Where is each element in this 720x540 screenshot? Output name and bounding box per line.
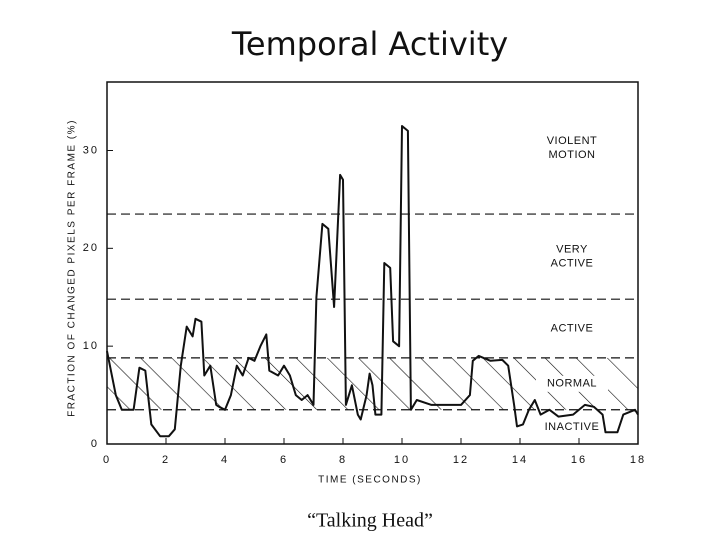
caption: “Talking Head” [307, 510, 433, 532]
y-axis-label: FRACTION OF CHANGED PIXELS PER FRAME (%) [67, 119, 78, 417]
zone-label-bg [536, 418, 608, 435]
x-axis-label: TIME (SECONDS) [318, 475, 422, 486]
zone-label: VERY ACTIVE [551, 244, 594, 270]
plot-frame [106, 81, 639, 445]
x-tick-label: 2 [162, 454, 170, 466]
y-tick-label: 0 [91, 438, 99, 450]
zone-label: INACTIVE [545, 421, 600, 433]
y-tick-label: 10 [83, 340, 99, 352]
zone-label: NORMAL [547, 378, 597, 390]
zone-label: ACTIVE [551, 322, 594, 334]
activity-line [106, 125, 639, 438]
zone-label: VIOLENT MOTION [547, 135, 598, 161]
x-tick-label: 0 [103, 454, 111, 466]
x-tick-label: 14 [512, 454, 528, 466]
zone-label-bg [536, 133, 608, 164]
x-tick-label: 4 [221, 454, 229, 466]
y-tick-label: 20 [83, 242, 99, 254]
zone-label-bg [536, 375, 608, 392]
x-tick-label: 8 [339, 454, 347, 466]
x-tick-label: 10 [394, 454, 410, 466]
x-tick-label: 6 [280, 454, 288, 466]
zone-label-bg [536, 320, 608, 337]
x-tick-label: 12 [453, 454, 469, 466]
x-tick-label: 16 [571, 454, 587, 466]
zone-label-bg [536, 241, 608, 272]
y-tick-label: 30 [83, 144, 99, 156]
x-tick-label: 18 [630, 454, 646, 466]
slide-title: Temporal Activity [231, 25, 508, 63]
